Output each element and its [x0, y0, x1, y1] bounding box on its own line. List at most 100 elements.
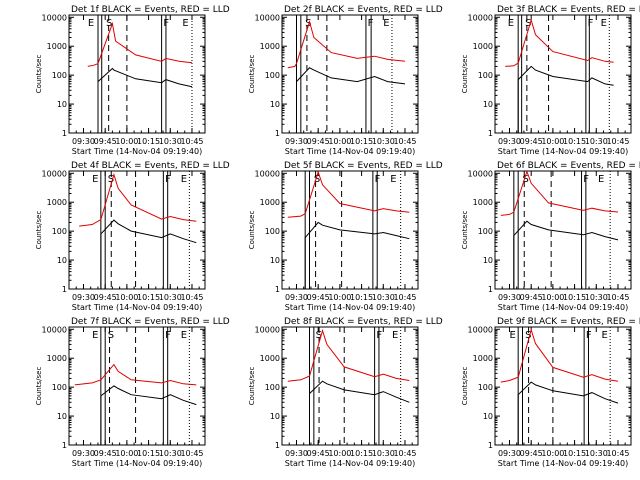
- x-axis-label: Start Time (14-Nov-04 09:19:40): [498, 459, 628, 468]
- interval-marker-label: E: [598, 174, 604, 185]
- x-tick-label: 10:15: [563, 449, 586, 458]
- y-tick-label: 10000: [255, 325, 280, 334]
- x-tick-label: 10:15: [350, 137, 373, 146]
- interval-marker-label: S: [108, 330, 114, 341]
- y-tick-label: 1000: [47, 198, 67, 207]
- y-tick-label: 100: [478, 71, 493, 80]
- y-tick-label: 10: [270, 412, 280, 421]
- y-tick-label: 1: [62, 285, 67, 294]
- detector-plot: Det 6f BLACK = Events, RED = LLD 1 10 100 10…: [461, 161, 640, 312]
- y-axis-label: Counts/sec: [248, 55, 256, 94]
- interval-marker-label: E: [601, 18, 607, 29]
- x-tick-label: 09:45: [94, 449, 117, 458]
- y-tick-label: 10000: [468, 13, 493, 22]
- x-tick-label: 10:00: [115, 137, 138, 146]
- y-tick-label: 10000: [42, 325, 67, 334]
- y-axis-label: Counts/sec: [461, 211, 469, 250]
- detector-plot: Det 8f BLACK = Events, RED = LLD 1 10 100 10…: [248, 317, 443, 468]
- y-tick-label: 1: [275, 129, 280, 138]
- x-tick-label: 09:30: [72, 293, 95, 302]
- plot-frame: [68, 14, 206, 134]
- x-tick-label: 09:30: [498, 293, 521, 302]
- plot-title: Det 9f BLACK = Events, RED = LLD: [497, 317, 640, 327]
- y-tick-label: 1000: [260, 198, 280, 207]
- interval-marker-label: E: [383, 18, 389, 29]
- lld-series-line: [287, 20, 406, 69]
- y-tick-label: 1: [275, 285, 280, 294]
- x-tick-label: 10:15: [137, 137, 160, 146]
- x-tick-label: 10:30: [372, 293, 395, 302]
- interval-marker-label: S: [525, 18, 531, 29]
- plot-title: Det 1f BLACK = Events, RED = LLD: [71, 5, 230, 15]
- events-series-line: [100, 219, 197, 289]
- events-series-line: [517, 65, 614, 133]
- y-tick-label: 1: [488, 285, 493, 294]
- x-tick-label: 10:15: [563, 137, 586, 146]
- x-tick-label: 10:15: [350, 449, 373, 458]
- x-tick-label: 10:30: [159, 293, 182, 302]
- y-tick-label: 10: [270, 256, 280, 265]
- interval-marker-label: S: [316, 330, 322, 341]
- y-axis-label: Counts/sec: [35, 367, 43, 406]
- x-tick-label: 10:45: [393, 449, 416, 458]
- lld-series-line: [74, 363, 197, 386]
- y-tick-label: 1000: [260, 42, 280, 51]
- interval-marker-label: F: [376, 330, 382, 341]
- lld-series-line: [505, 18, 614, 67]
- x-tick-label: 09:30: [498, 137, 521, 146]
- y-tick-label: 1: [62, 129, 67, 138]
- y-tick-label: 10: [270, 100, 280, 109]
- x-tick-label: 09:45: [307, 449, 330, 458]
- plot-frame: [68, 326, 206, 446]
- y-tick-label: 100: [478, 383, 493, 392]
- x-tick-label: 10:45: [180, 137, 203, 146]
- x-tick-label: 09:45: [94, 137, 117, 146]
- x-axis-label: Start Time (14-Nov-04 09:19:40): [72, 147, 202, 156]
- x-tick-label: 09:45: [307, 293, 330, 302]
- lld-series-line: [79, 172, 197, 227]
- y-tick-label: 10000: [42, 13, 67, 22]
- lld-series-line: [287, 171, 410, 218]
- interval-marker-label: F: [586, 330, 592, 341]
- x-axis-label: Start Time (14-Nov-04 09:19:40): [285, 303, 415, 312]
- interval-marker-label: F: [368, 18, 374, 29]
- detector-plot: Det 3f BLACK = Events, RED = LLD 1 10 100 10…: [461, 5, 640, 156]
- plot-frame: [494, 170, 632, 290]
- x-axis-label: Start Time (14-Nov-04 09:19:40): [498, 303, 628, 312]
- y-tick-label: 10000: [468, 169, 493, 178]
- interval-marker-label: F: [163, 18, 169, 29]
- events-series-line: [309, 380, 410, 445]
- plot-title: Det 3f BLACK = Events, RED = LLD: [497, 5, 640, 15]
- y-tick-label: 1: [62, 441, 67, 450]
- x-tick-label: 10:30: [372, 449, 395, 458]
- detector-plot: Det 5f BLACK = Events, RED = LLD 1 10 100 10…: [248, 161, 443, 312]
- interval-marker-label: E: [181, 174, 187, 185]
- interval-marker-label: E: [509, 330, 515, 341]
- events-series-line: [296, 67, 406, 133]
- detector-plot: Det 4f BLACK = Events, RED = LLD 1 10 100 10…: [35, 161, 230, 312]
- y-axis-label: Counts/sec: [461, 55, 469, 94]
- y-tick-label: 100: [52, 227, 67, 236]
- x-tick-label: 09:30: [285, 293, 308, 302]
- x-tick-label: 10:45: [180, 293, 203, 302]
- plot-title: Det 2f BLACK = Events, RED = LLD: [284, 5, 443, 15]
- y-axis-label: Counts/sec: [35, 211, 43, 250]
- y-tick-label: 10: [57, 412, 67, 421]
- lld-series-line: [287, 328, 410, 382]
- y-tick-label: 100: [478, 227, 493, 236]
- interval-marker-label: F: [165, 174, 171, 185]
- x-axis-label: Start Time (14-Nov-04 09:19:40): [285, 147, 415, 156]
- detector-plot: Det 1f BLACK = Events, RED = LLD 1 10 100 10…: [35, 5, 230, 156]
- interval-marker-label: E: [88, 18, 94, 29]
- y-tick-label: 100: [265, 227, 280, 236]
- interval-marker-label: F: [583, 174, 589, 185]
- x-tick-label: 09:45: [520, 137, 543, 146]
- x-tick-label: 10:00: [115, 293, 138, 302]
- interval-marker-label: S: [314, 174, 320, 185]
- x-tick-label: 10:00: [328, 449, 351, 458]
- events-series-line: [97, 67, 193, 133]
- x-tick-label: 10:15: [350, 293, 373, 302]
- x-tick-label: 10:00: [115, 449, 138, 458]
- x-tick-label: 09:30: [72, 449, 95, 458]
